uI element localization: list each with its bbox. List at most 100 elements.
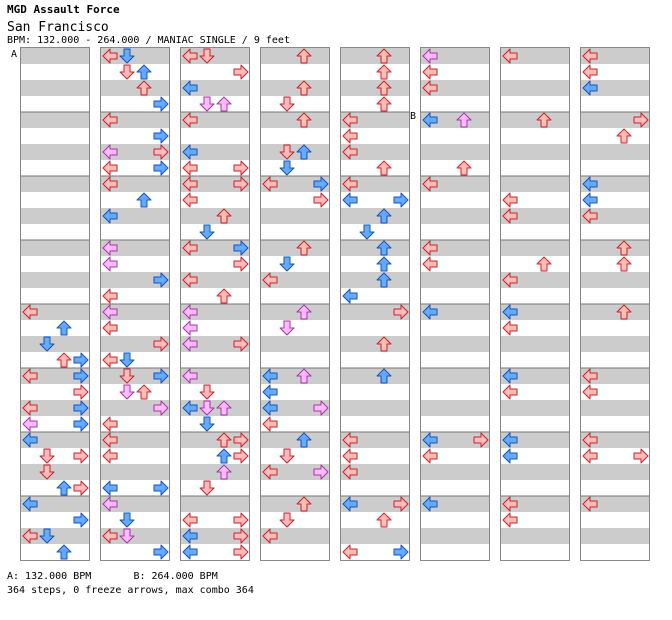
up-arrow-red	[376, 48, 392, 64]
beat-stripe	[501, 272, 569, 288]
beat-stripe	[21, 496, 89, 512]
beat-stripe	[21, 272, 89, 288]
left-arrow-red	[422, 64, 438, 80]
left-arrow-blue	[582, 80, 598, 96]
beat-stripe	[261, 80, 329, 96]
left-arrow-red	[102, 448, 118, 464]
right-arrow-blue	[73, 512, 89, 528]
down-arrow-red	[199, 480, 215, 496]
left-arrow-red	[582, 48, 598, 64]
right-arrow-red	[233, 528, 249, 544]
left-arrow-blue	[182, 144, 198, 160]
left-arrow-blue	[422, 432, 438, 448]
left-arrow-red	[342, 144, 358, 160]
bpm-marker-a: A	[11, 49, 18, 60]
up-arrow-red	[136, 80, 152, 96]
up-arrow-red	[216, 288, 232, 304]
up-arrow-red	[536, 112, 552, 128]
beat-stripe	[501, 144, 569, 160]
beat-stripe	[421, 336, 489, 352]
left-arrow-blue	[582, 192, 598, 208]
beat-stripe	[501, 48, 569, 64]
up-arrow-blue	[376, 256, 392, 272]
column-frame	[580, 47, 650, 561]
beat-stripe	[261, 176, 329, 192]
left-arrow-red	[102, 176, 118, 192]
left-arrow-red	[22, 368, 38, 384]
beat-stripe	[581, 432, 649, 448]
right-arrow-pink	[313, 464, 329, 480]
up-arrow-blue	[376, 240, 392, 256]
beat-stripe	[581, 496, 649, 512]
beat-stripe	[101, 336, 169, 352]
game-title: MGD Assault Force	[7, 3, 120, 16]
up-arrow-blue	[296, 432, 312, 448]
up-arrow-red	[296, 48, 312, 64]
chart-column-7	[500, 47, 570, 561]
beat-stripe	[341, 208, 409, 224]
beat-stripe	[421, 144, 489, 160]
up-arrow-red	[536, 256, 552, 272]
left-arrow-blue	[182, 544, 198, 560]
beat-stripe	[181, 272, 249, 288]
beat-stripe	[421, 528, 489, 544]
up-arrow-blue	[376, 208, 392, 224]
chart-column-4	[260, 47, 330, 561]
column-frame	[500, 47, 570, 561]
up-arrow-blue	[296, 144, 312, 160]
beat-stripe	[21, 80, 89, 96]
beat-stripe	[581, 336, 649, 352]
right-arrow-blue	[73, 400, 89, 416]
left-arrow-blue	[342, 288, 358, 304]
beat-stripe	[181, 496, 249, 512]
beat-stripe	[501, 496, 569, 512]
beat-stripe	[21, 176, 89, 192]
beat-stripe	[581, 304, 649, 320]
beat-stripe	[181, 144, 249, 160]
beat-stripe	[581, 208, 649, 224]
up-arrow-red	[616, 128, 632, 144]
left-arrow-blue	[422, 112, 438, 128]
left-arrow-red	[502, 320, 518, 336]
left-arrow-blue	[422, 304, 438, 320]
beat-stripe	[421, 400, 489, 416]
beat-stripe	[101, 464, 169, 480]
down-arrow-pink	[199, 96, 215, 112]
left-arrow-red	[22, 528, 38, 544]
beat-stripe	[501, 528, 569, 544]
down-arrow-blue	[119, 512, 135, 528]
left-arrow-red	[342, 544, 358, 560]
up-arrow-blue	[56, 544, 72, 560]
up-arrow-red	[216, 432, 232, 448]
right-arrow-red	[393, 496, 409, 512]
left-arrow-red	[262, 528, 278, 544]
beat-stripe	[341, 400, 409, 416]
beat-stripe	[501, 112, 569, 128]
beat-stripe	[421, 80, 489, 96]
left-arrow-pink	[182, 336, 198, 352]
beat-stripe	[341, 368, 409, 384]
down-arrow-blue	[359, 224, 375, 240]
up-arrow-red	[376, 512, 392, 528]
left-arrow-pink	[182, 304, 198, 320]
right-arrow-red	[313, 192, 329, 208]
beat-stripe	[21, 240, 89, 256]
left-arrow-blue	[502, 432, 518, 448]
left-arrow-red	[422, 176, 438, 192]
beat-stripe	[501, 208, 569, 224]
down-arrow-pink	[119, 384, 135, 400]
left-arrow-red	[182, 240, 198, 256]
beat-stripe	[261, 208, 329, 224]
down-arrow-blue	[199, 416, 215, 432]
right-arrow-red	[233, 544, 249, 560]
beat-stripe	[261, 144, 329, 160]
left-arrow-red	[182, 512, 198, 528]
left-arrow-blue	[182, 528, 198, 544]
down-arrow-red	[279, 96, 295, 112]
left-arrow-red	[102, 288, 118, 304]
left-arrow-red	[582, 64, 598, 80]
beat-stripe	[101, 304, 169, 320]
left-arrow-blue	[342, 496, 358, 512]
beat-stripe	[501, 176, 569, 192]
left-arrow-red	[102, 160, 118, 176]
